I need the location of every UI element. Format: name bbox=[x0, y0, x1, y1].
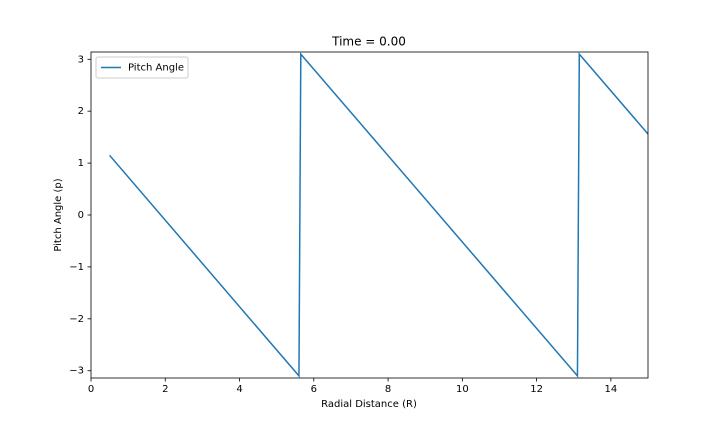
y-tick-label: −3 bbox=[69, 366, 84, 377]
y-tick-label: −1 bbox=[69, 262, 84, 273]
y-tick-label: −2 bbox=[69, 314, 84, 325]
x-tick-label: 0 bbox=[88, 384, 94, 395]
x-tick-label: 4 bbox=[236, 384, 242, 395]
x-tick-label: 6 bbox=[311, 384, 317, 395]
y-tick-label: 3 bbox=[78, 54, 84, 65]
x-tick-label: 14 bbox=[604, 384, 617, 395]
x-axis-label: Radial Distance (R) bbox=[321, 399, 417, 410]
line-series bbox=[108, 52, 648, 378]
x-tick-label: 2 bbox=[162, 384, 168, 395]
y-axis-label: Pitch Angle (p) bbox=[53, 178, 64, 251]
legend-box bbox=[95, 56, 189, 79]
x-tick-label: 12 bbox=[530, 384, 543, 395]
x-tick-label: 8 bbox=[385, 384, 391, 395]
x-tick-label: 10 bbox=[456, 384, 469, 395]
y-tick-label: 1 bbox=[78, 158, 84, 169]
plot-frame bbox=[90, 51, 649, 379]
y-tick-label: 0 bbox=[78, 210, 84, 221]
chart-title: Time = 0.00 bbox=[331, 35, 406, 49]
y-tick-label: 2 bbox=[78, 106, 84, 117]
legend-label: Pitch Angle bbox=[128, 63, 184, 74]
